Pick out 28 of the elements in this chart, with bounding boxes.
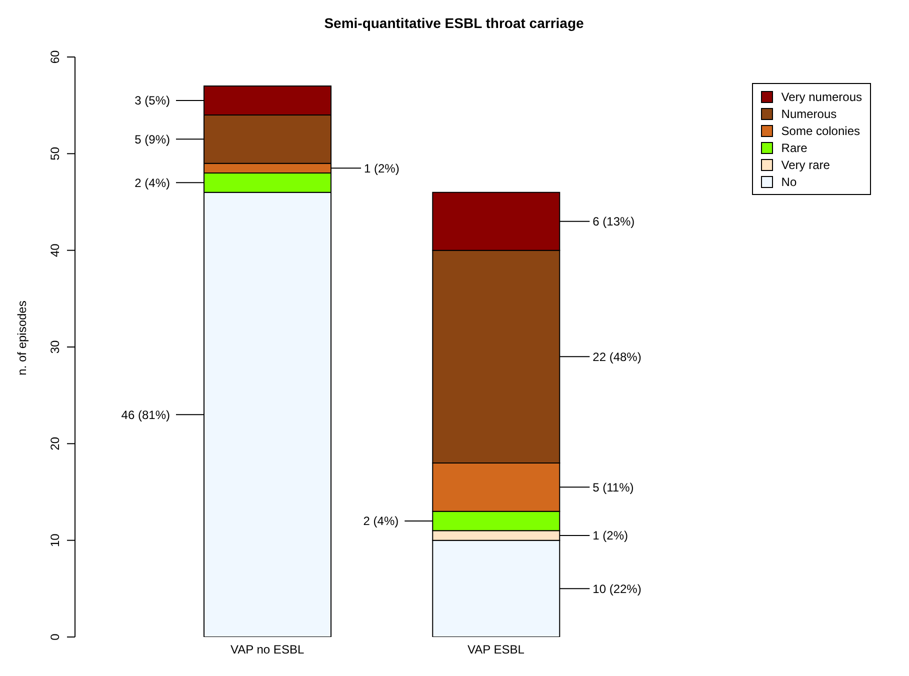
data-label: 10 (22%)	[592, 582, 642, 596]
legend-label: Very rare	[781, 158, 830, 172]
y-tick-label: 20	[48, 436, 62, 450]
y-tick-label: 0	[48, 633, 62, 640]
y-tick-label: 10	[48, 533, 62, 548]
y-tick-label: 50	[48, 146, 62, 160]
data-label: 46 (81%)	[121, 408, 170, 422]
chart-title: Semi-quantitative ESBL throat carriage	[324, 15, 584, 31]
legend-label: No	[781, 174, 797, 188]
data-label: 6 (13%)	[592, 214, 635, 229]
data-label: 5 (11%)	[592, 480, 634, 494]
legend-label: Very numerous	[781, 90, 862, 104]
data-label: 2 (4%)	[134, 176, 170, 190]
y-tick-label: 60	[48, 50, 62, 64]
x-tick-label: VAP ESBL	[467, 642, 525, 657]
legend-label: Some colonies	[781, 124, 860, 138]
data-label: 2 (4%)	[363, 514, 399, 528]
data-label: 3 (5%)	[134, 94, 170, 108]
y-axis-title: n. of episodes	[15, 300, 29, 376]
data-label: 1 (2%)	[364, 161, 400, 176]
data-label: 1 (2%)	[592, 528, 628, 543]
data-label: 22 (48%)	[592, 350, 642, 364]
data-label: 5 (9%)	[134, 132, 170, 146]
legend-label: Numerous	[781, 106, 837, 120]
x-tick-label: VAP no ESBL	[230, 642, 304, 657]
y-tick-label: 40	[48, 243, 62, 258]
y-tick-label: 30	[48, 340, 62, 354]
legend-label: Rare	[781, 140, 808, 154]
